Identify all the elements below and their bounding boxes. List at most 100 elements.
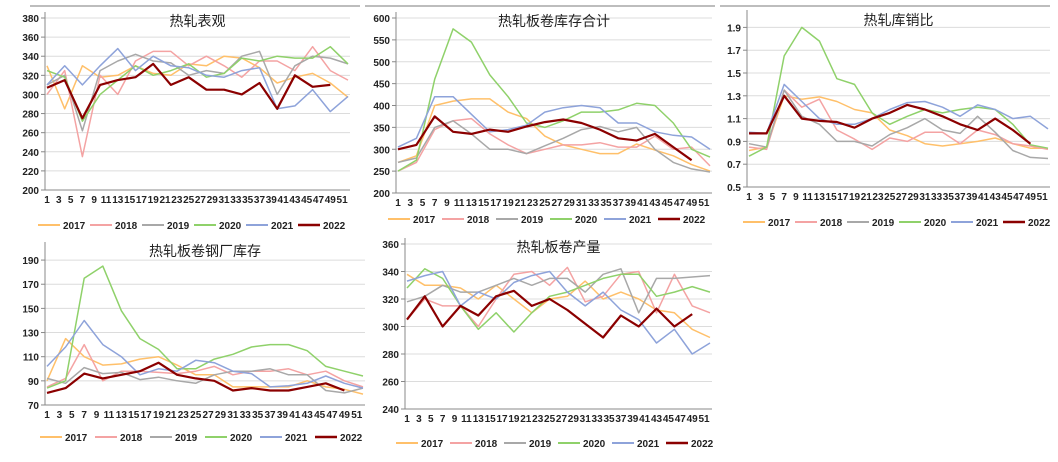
chart-hot-rolled-inventory-sales-ratio: 0.5 0.7 0.9 1.1 1.3 1.5 1.7 1.9 1 3 5 7 9 11 13 15 17 19 2… bbox=[715, 0, 1058, 235]
x-tick-label: 33 bbox=[931, 192, 943, 203]
x-tick-label: 15 bbox=[826, 192, 838, 203]
y-tick-label: 250 bbox=[373, 167, 390, 178]
y-tick-label: 0.5 bbox=[727, 183, 741, 194]
x-tick-label: 25 bbox=[183, 195, 195, 206]
x-tick-label: 25 bbox=[539, 198, 551, 209]
x-tick-label: 3 bbox=[57, 410, 63, 421]
series-line-2022 bbox=[46, 361, 345, 394]
x-tick-label: 7 bbox=[80, 195, 86, 206]
x-tick-label: 1 bbox=[395, 198, 401, 209]
x-tick-label: 49 bbox=[339, 410, 351, 421]
x-tick-label: 11 bbox=[802, 192, 813, 203]
series-line-2020 bbox=[748, 26, 1049, 157]
series-line-2020 bbox=[46, 265, 364, 389]
x-tick-label: 29 bbox=[215, 410, 227, 421]
legend-label-2021: 2021 bbox=[976, 218, 999, 229]
y-tick-label: 110 bbox=[23, 353, 40, 364]
y-tick-label: 340 bbox=[382, 268, 399, 279]
legend-label-2021: 2021 bbox=[637, 439, 660, 450]
y-tick-label: 200 bbox=[22, 186, 39, 197]
x-tick-label: 37 bbox=[264, 410, 276, 421]
y-tick-label: 190 bbox=[22, 256, 39, 267]
legend-label-2017: 2017 bbox=[63, 221, 86, 232]
x-tick-label: 41 bbox=[289, 410, 301, 421]
x-tick-label: 21 bbox=[515, 198, 527, 209]
series-line-2021 bbox=[397, 95, 711, 150]
y-tick-label: 70 bbox=[28, 401, 40, 412]
y-tick-label: 280 bbox=[22, 110, 39, 121]
series-line-2021 bbox=[748, 83, 1049, 135]
x-tick-label: 5 bbox=[69, 410, 75, 421]
x-tick-label: 23 bbox=[178, 410, 190, 421]
x-tick-label: 35 bbox=[242, 195, 254, 206]
x-tick-label: 11 bbox=[454, 198, 465, 209]
x-tick-label: 43 bbox=[649, 198, 661, 209]
y-tick-label: 600 bbox=[373, 14, 390, 25]
legend-label-2019: 2019 bbox=[529, 439, 552, 450]
x-tick-label: 15 bbox=[478, 198, 490, 209]
y-tick-label: 340 bbox=[22, 52, 39, 63]
series-line-2019 bbox=[406, 268, 711, 314]
x-tick-label: 43 bbox=[651, 414, 663, 425]
x-tick-label: 13 bbox=[473, 414, 485, 425]
y-tick-label: 240 bbox=[22, 148, 39, 159]
x-tick-label: 1 bbox=[746, 192, 752, 203]
legend-label-2019: 2019 bbox=[175, 433, 198, 444]
legend-label-2017: 2017 bbox=[413, 215, 436, 226]
y-tick-label: 400 bbox=[373, 102, 390, 113]
x-tick-label: 3 bbox=[56, 195, 62, 206]
x-tick-label: 35 bbox=[943, 192, 955, 203]
x-tick-label: 15 bbox=[124, 195, 136, 206]
x-tick-label: 11 bbox=[104, 410, 115, 421]
x-tick-label: 49 bbox=[686, 198, 698, 209]
chart-hot-rolled-apparent-demand: 200 220 240 260 280 300 320 340 360 380 1 3 5 7 9 11 13 1… bbox=[0, 0, 360, 235]
x-tick-label: 43 bbox=[302, 410, 314, 421]
y-tick-label: 300 bbox=[373, 145, 390, 156]
series-line-2019 bbox=[748, 89, 1049, 160]
x-tick-label: 49 bbox=[687, 414, 699, 425]
x-tick-label: 37 bbox=[254, 195, 266, 206]
x-tick-label: 33 bbox=[588, 198, 600, 209]
x-tick-label: 41 bbox=[637, 198, 649, 209]
x-tick-label: 9 bbox=[444, 198, 450, 209]
x-tick-label: 31 bbox=[218, 195, 230, 206]
y-tick-label: 240 bbox=[382, 405, 399, 416]
legend-label-2019: 2019 bbox=[167, 221, 190, 232]
x-tick-label: 27 bbox=[896, 192, 908, 203]
x-tick-label: 39 bbox=[627, 414, 639, 425]
legend-label-2020: 2020 bbox=[219, 221, 242, 232]
x-tick-label: 37 bbox=[615, 414, 627, 425]
y-tick-label: 170 bbox=[22, 280, 39, 291]
legend-label-2021: 2021 bbox=[285, 433, 308, 444]
x-tick-label: 35 bbox=[600, 198, 612, 209]
legend-label-2022: 2022 bbox=[323, 221, 346, 232]
legend-label-2022: 2022 bbox=[1028, 218, 1051, 229]
x-tick-label: 7 bbox=[781, 192, 787, 203]
x-tick-label: 45 bbox=[662, 198, 674, 209]
chart-hot-rolled-mill-inventory: 70 90 110 130 150 170 190 1 3 5 7 9 11 13 15 17 19 21 23 25… bbox=[0, 235, 365, 462]
chart-hot-rolled-output: 240 260 280 300 320 340 360 1 3 5 7 9 11 13 15 17 19 21 23… bbox=[360, 225, 715, 462]
legend-label-2018: 2018 bbox=[475, 439, 498, 450]
legend-label-2020: 2020 bbox=[583, 439, 606, 450]
x-tick-label: 47 bbox=[326, 410, 338, 421]
x-tick-label: 5 bbox=[428, 414, 434, 425]
legend-label-2020: 2020 bbox=[924, 218, 947, 229]
x-tick-label: 51 bbox=[698, 414, 710, 425]
x-tick-label: 41 bbox=[978, 192, 990, 203]
x-tick-label: 45 bbox=[314, 410, 326, 421]
legend-label-2017: 2017 bbox=[421, 439, 444, 450]
x-tick-label: 17 bbox=[496, 414, 508, 425]
x-tick-label: 31 bbox=[576, 198, 588, 209]
x-tick-label: 39 bbox=[277, 410, 289, 421]
series-line-2019 bbox=[46, 50, 349, 132]
legend-label-2022: 2022 bbox=[340, 433, 363, 444]
x-tick-label: 25 bbox=[544, 414, 556, 425]
y-tick-label: 0.9 bbox=[727, 137, 741, 148]
series-line-2022 bbox=[46, 62, 331, 120]
legend-label-2018: 2018 bbox=[115, 221, 138, 232]
x-tick-label: 49 bbox=[1025, 192, 1037, 203]
x-tick-label: 29 bbox=[568, 414, 580, 425]
